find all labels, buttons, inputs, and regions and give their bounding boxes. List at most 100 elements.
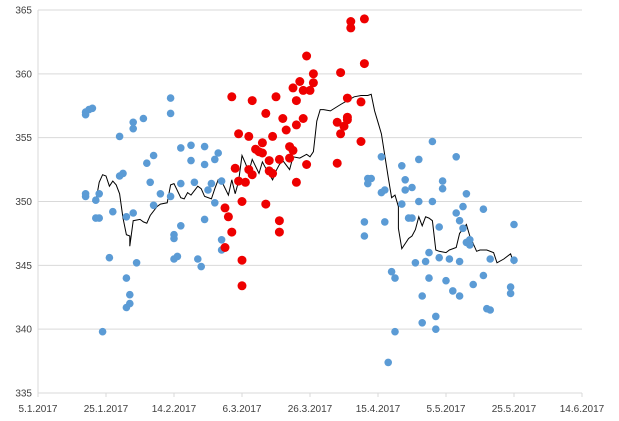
blue-data-point (408, 214, 416, 222)
blue-data-point (177, 222, 185, 230)
red-data-point (342, 93, 352, 103)
red-data-point (268, 131, 278, 141)
blue-data-point (432, 312, 440, 321)
red-data-point (336, 129, 346, 139)
blue-data-point (510, 256, 518, 265)
red-data-point (257, 138, 267, 148)
blue-data-point (149, 151, 158, 160)
blue-data-point (391, 327, 399, 336)
blue-data-point (177, 179, 185, 188)
blue-data-point (81, 192, 90, 201)
red-data-point (223, 212, 233, 222)
x-tick-label: 14.2.2017 (152, 404, 197, 415)
red-data-point (274, 227, 284, 237)
x-tick-label: 5.5.2017 (427, 404, 466, 415)
blue-data-point (81, 110, 90, 119)
blue-data-point (486, 255, 495, 263)
blue-data-point (200, 160, 209, 169)
red-data-point (271, 92, 281, 102)
red-data-point (278, 114, 288, 123)
y-tick-label: 345 (15, 261, 32, 272)
blue-data-point (197, 262, 205, 271)
y-tick-label: 355 (15, 133, 32, 144)
red-data-point (244, 131, 254, 141)
blue-data-point (143, 159, 151, 167)
blue-data-point (139, 114, 148, 123)
red-data-point (342, 112, 352, 122)
blue-data-point (122, 213, 131, 221)
blue-data-point (506, 289, 515, 298)
x-tick-label: 6.3.2017 (223, 404, 262, 415)
red-data-point (247, 170, 257, 180)
red-data-point (237, 281, 247, 291)
blue-data-point (129, 209, 137, 217)
x-tick-label: 26.3.2017 (288, 404, 333, 415)
blue-data-point (211, 155, 219, 164)
red-data-point (298, 114, 308, 123)
red-data-point (240, 177, 250, 187)
y-tick-label: 340 (15, 325, 32, 336)
red-data-point (298, 85, 308, 95)
red-data-point (220, 243, 230, 252)
blue-data-point (170, 234, 178, 243)
blue-data-point (428, 137, 437, 146)
red-data-point (346, 17, 356, 26)
blue-data-point (415, 197, 423, 206)
red-data-point (305, 85, 315, 95)
blue-data-point (479, 271, 488, 280)
red-data-point (332, 117, 342, 127)
blue-data-point (95, 214, 103, 222)
blue-data-point (207, 179, 216, 188)
blue-data-point (149, 201, 158, 210)
blue-data-point (442, 276, 450, 285)
blue-data-point (398, 162, 406, 170)
red-data-point (346, 23, 356, 33)
red-data-point (302, 51, 312, 61)
y-tick-labels: 335 340 345 350 355 360 365 (15, 6, 32, 400)
blue-data-point (428, 197, 437, 206)
red-data-point (257, 148, 267, 158)
blue-data-point (408, 183, 416, 192)
y-tick-label: 365 (15, 6, 32, 17)
red-data-point (359, 14, 369, 24)
blue-data-point (435, 253, 444, 262)
blue-data-point (381, 186, 389, 194)
red-data-point (288, 83, 298, 93)
blue-data-point (92, 196, 100, 204)
blue-data-point (98, 327, 107, 336)
blue-data-point (381, 218, 389, 226)
red-data-point (230, 163, 240, 173)
trend-line-series (92, 93, 515, 265)
red-data-point (356, 137, 366, 146)
x-tick-labels: 5.1.2017 25.1.2017 14.2.2017 6.3.2017 26.3.2… (19, 404, 605, 415)
red-data-point (247, 96, 257, 106)
red-data-point (227, 227, 237, 237)
red-point-series (220, 14, 369, 291)
blue-data-point (438, 184, 447, 193)
y-tick-label: 360 (15, 69, 32, 80)
blue-data-point (455, 292, 464, 300)
blue-data-point (173, 252, 182, 261)
blue-data-point (166, 94, 175, 102)
red-data-point (227, 92, 237, 102)
red-data-point (295, 77, 305, 86)
blue-data-point (455, 257, 464, 266)
red-data-point (291, 120, 301, 130)
blue-data-point (129, 124, 137, 133)
red-data-point (356, 97, 366, 107)
red-data-point (332, 158, 342, 168)
red-data-point (274, 216, 284, 226)
red-data-point (234, 129, 244, 139)
blue-data-point (401, 176, 410, 184)
blue-data-point (401, 186, 410, 194)
blue-data-point (200, 142, 209, 151)
blue-data-point (452, 209, 461, 217)
blue-data-point (217, 236, 226, 244)
blue-data-point (486, 306, 495, 314)
red-data-point (281, 125, 291, 135)
red-data-point (237, 255, 247, 265)
blue-data-point (469, 280, 478, 289)
red-data-point (261, 108, 271, 118)
blue-data-point (146, 178, 154, 187)
blue-data-point (459, 224, 467, 233)
